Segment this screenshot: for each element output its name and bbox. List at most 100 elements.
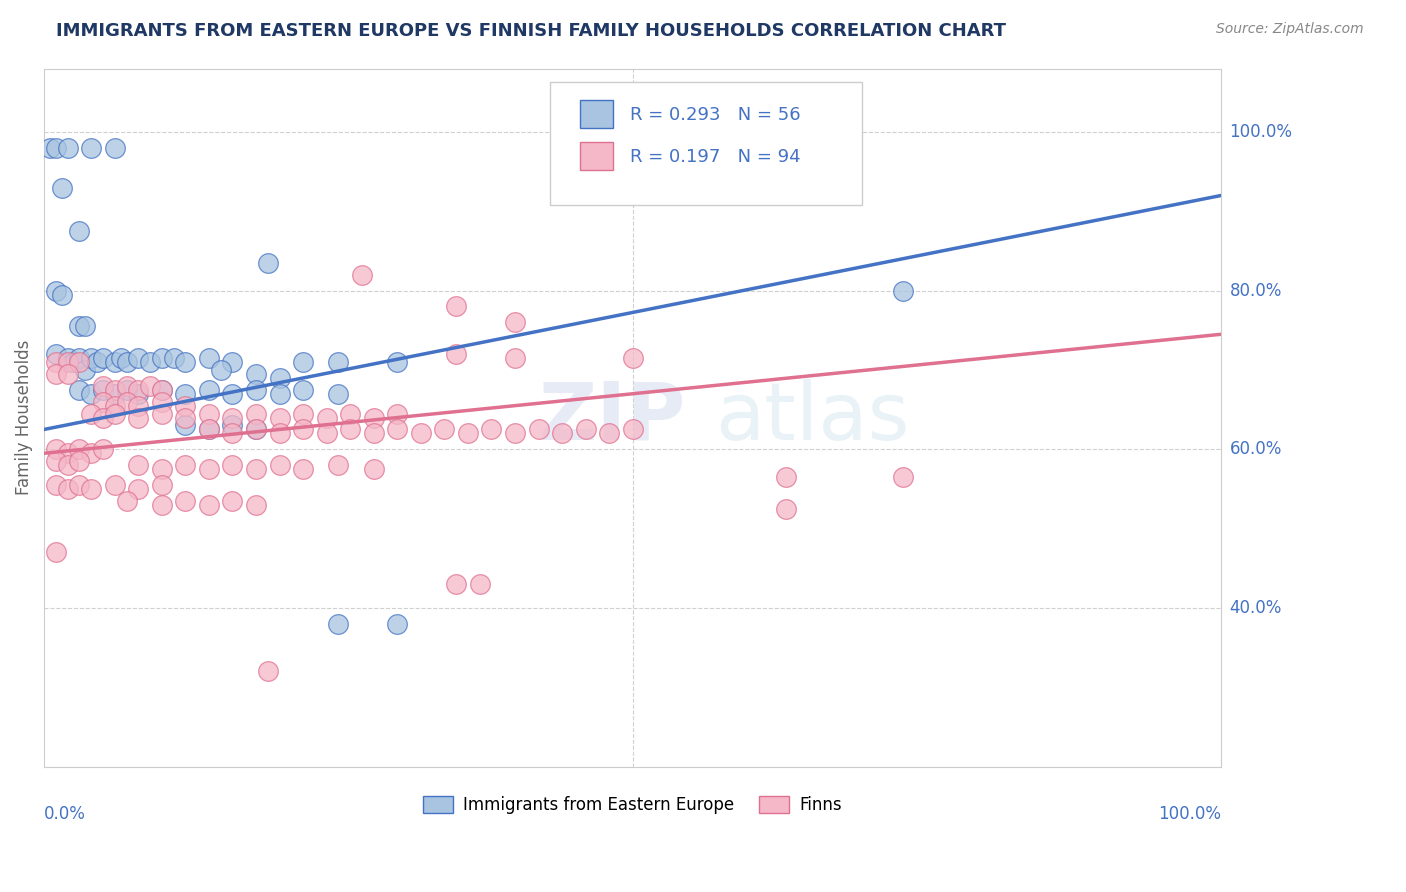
Point [245,367,267,381]
Point [387,422,409,436]
Point [209,363,232,377]
Point [598,426,620,441]
Point [86,355,108,369]
Point [67,442,90,457]
Point [162,351,184,365]
Point [39,141,62,155]
Point [127,458,149,472]
Text: R = 0.197   N = 94: R = 0.197 N = 94 [630,148,801,166]
Text: 100.0%: 100.0% [1159,805,1222,823]
Text: 100.0%: 100.0% [1230,123,1292,141]
Point [45,355,67,369]
Point [67,351,90,365]
Point [56,367,79,381]
Point [127,386,149,401]
Point [127,399,149,413]
Text: 60.0%: 60.0% [1230,441,1282,458]
Point [387,616,409,631]
Point [221,458,243,472]
Point [481,422,503,436]
Point [245,407,267,421]
Point [127,351,149,365]
Point [91,410,114,425]
Point [387,355,409,369]
Point [110,351,132,365]
Point [174,399,197,413]
Point [45,478,67,492]
Point [198,407,221,421]
Point [91,394,114,409]
Point [503,315,526,329]
Point [328,355,350,369]
Point [527,422,550,436]
Point [80,386,103,401]
Point [621,422,644,436]
Point [893,284,915,298]
Point [104,478,127,492]
Point [67,319,90,334]
Point [269,371,291,385]
Point [115,394,138,409]
Point [45,442,67,457]
Point [150,462,173,476]
Point [80,141,103,155]
Point [56,355,79,369]
Point [292,422,315,436]
Point [444,300,467,314]
Point [198,498,221,512]
Point [174,458,197,472]
Text: Source: ZipAtlas.com: Source: ZipAtlas.com [1216,22,1364,37]
Point [51,287,73,301]
Point [198,462,221,476]
Point [51,180,73,194]
Point [139,379,162,393]
Point [45,141,67,155]
Point [292,407,315,421]
Point [91,442,114,457]
Point [269,458,291,472]
Point [150,383,173,397]
Point [104,383,127,397]
Point [150,407,173,421]
Text: 0.0%: 0.0% [44,805,86,823]
Point [221,493,243,508]
Point [339,407,361,421]
Point [221,355,243,369]
Point [256,665,278,679]
Point [62,355,84,369]
Point [503,426,526,441]
Point [67,383,90,397]
Point [174,410,197,425]
Point [56,141,79,155]
Point [245,422,267,436]
Point [256,256,278,270]
Point [350,268,373,282]
Point [174,493,197,508]
Point [363,426,385,441]
Point [328,616,350,631]
Point [574,422,596,436]
FancyBboxPatch shape [550,82,862,204]
Point [315,410,337,425]
Point [150,478,173,492]
Text: 40.0%: 40.0% [1230,599,1282,617]
Point [80,407,103,421]
Point [45,284,67,298]
Point [67,454,90,468]
Point [245,498,267,512]
Point [150,383,173,397]
Point [245,462,267,476]
Point [45,545,67,559]
Point [775,501,797,516]
Text: R = 0.293   N = 56: R = 0.293 N = 56 [630,106,801,124]
Point [198,422,221,436]
Y-axis label: Family Households: Family Households [15,340,32,495]
Legend: Immigrants from Eastern Europe, Finns: Immigrants from Eastern Europe, Finns [416,789,849,821]
Text: IMMIGRANTS FROM EASTERN EUROPE VS FINNISH FAMILY HOUSEHOLDS CORRELATION CHART: IMMIGRANTS FROM EASTERN EUROPE VS FINNIS… [56,22,1007,40]
Point [740,153,762,167]
Point [433,422,456,436]
Point [104,399,127,413]
Text: 80.0%: 80.0% [1230,282,1282,300]
Point [67,355,90,369]
Point [45,454,67,468]
